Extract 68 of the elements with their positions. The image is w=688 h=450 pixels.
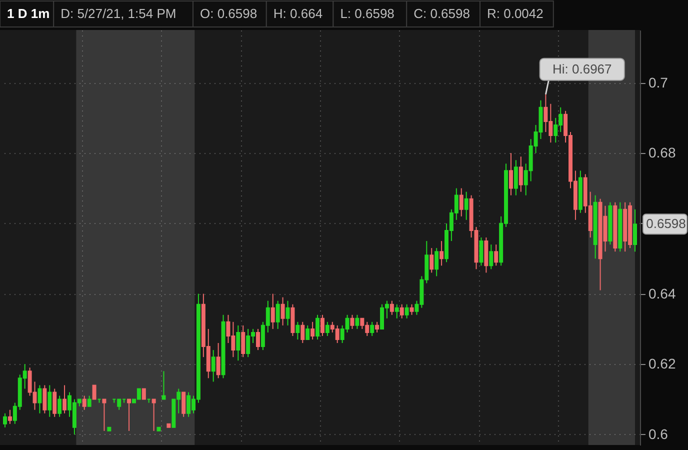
candlestick	[518, 156, 523, 192]
candlestick	[270, 293, 275, 330]
chart-title: 1 D 1m	[7, 6, 50, 21]
candlestick	[410, 304, 414, 316]
candlestick	[489, 244, 494, 270]
candlestick	[8, 409, 12, 424]
candlestick	[38, 384, 42, 414]
y-tick-label: 0.6	[648, 426, 668, 442]
text: C: 0.6598	[414, 6, 470, 21]
text: H: 0.664	[273, 6, 323, 21]
y-tick-label: 0.68	[648, 144, 676, 161]
candlestick	[508, 152, 513, 196]
candlestick	[494, 244, 498, 266]
candlestick	[400, 304, 404, 319]
candlestick	[390, 300, 394, 316]
y-tick-label: 0.64	[648, 285, 676, 302]
candlestick	[127, 398, 132, 432]
candlestick	[286, 300, 290, 326]
candlestick	[58, 395, 62, 418]
candlestick	[459, 188, 464, 217]
candlestick	[241, 324, 246, 358]
candlestick	[92, 384, 96, 400]
candlestick	[276, 300, 280, 330]
candlestick	[211, 350, 216, 382]
candlestick	[300, 321, 305, 344]
candlestick	[479, 237, 484, 266]
candlestick	[182, 392, 186, 418]
text: D: 5/27/21, 1:54 PM	[60, 6, 176, 21]
candlestick	[42, 384, 47, 414]
candlestick	[296, 321, 300, 340]
candlestick	[162, 370, 166, 400]
candlestick	[434, 248, 439, 277]
candlestick	[48, 384, 52, 418]
y-tick-label: 0.7	[648, 74, 668, 90]
candlestick	[404, 304, 409, 319]
candlestick	[350, 314, 354, 330]
candlestick	[320, 314, 324, 336]
candlestick	[256, 328, 260, 351]
annotation: 0.6598	[646, 216, 686, 232]
candlestick	[440, 240, 444, 266]
candlestick	[325, 321, 330, 336]
text: O: 0.6598	[200, 6, 258, 21]
candlestick	[375, 321, 380, 333]
candlestick	[370, 321, 374, 336]
candlestick	[236, 324, 240, 362]
candlestick	[633, 208, 637, 252]
candlestick	[142, 388, 146, 400]
candlestick	[102, 398, 106, 432]
candlestick	[514, 160, 518, 196]
candlestick	[82, 395, 86, 410]
candlestick	[430, 248, 434, 274]
candlestick	[355, 314, 360, 330]
y-tick-label: 0.62	[648, 356, 676, 372]
candlestick	[316, 314, 320, 340]
text: R: 0.0042	[487, 6, 544, 21]
candlestick	[394, 304, 399, 319]
candlestick	[152, 398, 156, 432]
candlestick	[280, 296, 285, 326]
candlestick	[3, 412, 7, 428]
text: L: 0.6598	[340, 6, 394, 21]
candlestick	[310, 321, 315, 340]
candlestick	[464, 191, 468, 220]
candlestick	[62, 384, 67, 414]
candlestick	[306, 324, 310, 340]
candlestick	[87, 395, 92, 407]
candlestick	[216, 342, 220, 379]
candlestick	[52, 388, 57, 418]
annotation: Hi: 0.6967	[552, 61, 612, 76]
